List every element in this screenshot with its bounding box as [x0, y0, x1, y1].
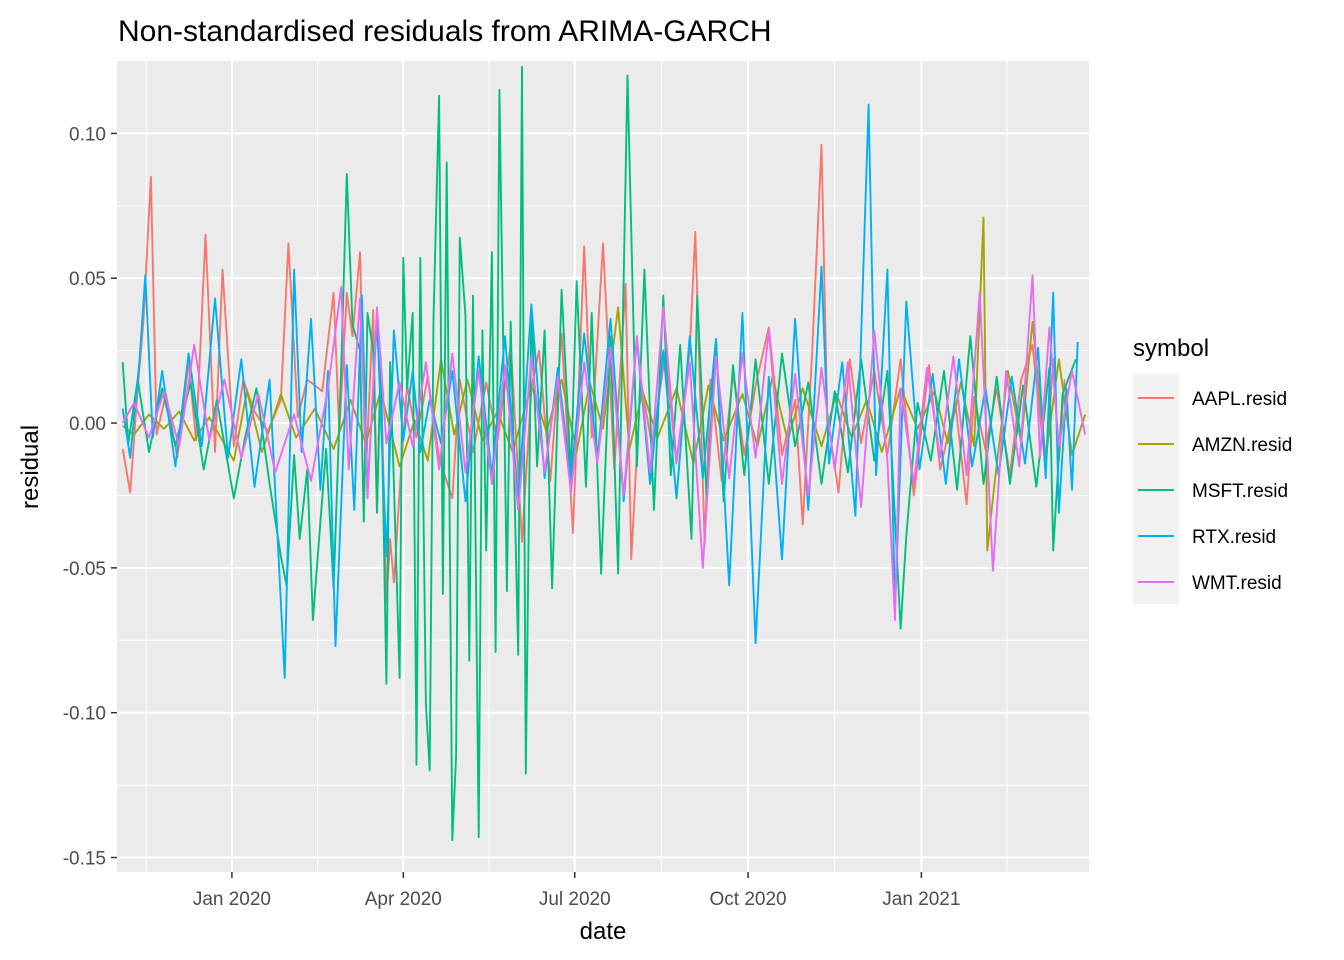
legend-label-amzn-resid: AMZN.resid [1192, 435, 1292, 456]
legend-label-aapl-resid: AAPL.resid [1192, 389, 1287, 410]
x-tick-label: Jan 2021 [882, 889, 960, 910]
wmt-residseries-line [121, 274, 1087, 621]
legend-label-msft-resid: MSFT.resid [1192, 481, 1288, 502]
x-tick-label: Jul 2020 [539, 889, 611, 910]
y-tick-label: 0.00 [69, 414, 106, 435]
msft-residseries-line [121, 65, 1077, 842]
plot-panel [117, 61, 1089, 872]
legend-label-rtx-resid: RTX.resid [1192, 527, 1276, 548]
legend-title: symbol [1133, 335, 1209, 362]
y-axis: 0.10 0.05 0.00 -0.05 -0.10 -0.15 [63, 124, 117, 870]
series-lines [121, 65, 1087, 842]
legend-items: AAPL.resid AMZN.resid MSFT.resid RTX.resid W… [1138, 389, 1292, 594]
y-tick-label: 0.05 [69, 269, 106, 290]
y-axis-title: residual [17, 425, 44, 509]
legend-label-wmt-resid: WMT.resid [1192, 573, 1282, 594]
x-tick-label: Oct 2020 [709, 889, 786, 910]
legend: symbol AAPL.resid AMZN.resid MSFT.resid RTX… [1133, 335, 1292, 604]
x-tick-label: Apr 2020 [365, 889, 442, 910]
x-axis-title: date [580, 918, 627, 945]
y-tick-label: 0.10 [69, 124, 106, 145]
y-tick-label: -0.15 [63, 849, 106, 870]
y-tick-label: -0.10 [63, 704, 106, 725]
x-tick-label: Jan 2020 [193, 889, 271, 910]
y-tick-label: -0.05 [63, 559, 106, 580]
chart-title: Non-standardised residuals from ARIMA-GA… [118, 15, 772, 48]
x-axis: Jan 2020 Apr 2020 Jul 2020 Oct 2020 Jan 2021 [193, 872, 960, 910]
